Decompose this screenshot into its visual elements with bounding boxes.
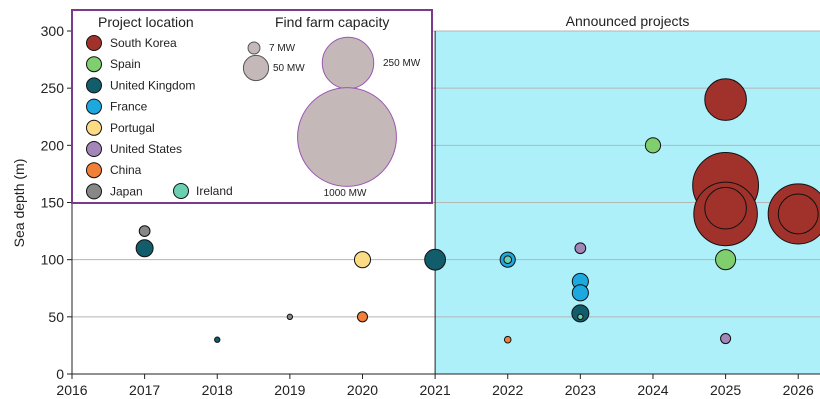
- legend-label: France: [110, 100, 148, 114]
- y-tick-label: 200: [41, 137, 65, 153]
- y-tick-label: 150: [41, 195, 65, 211]
- data-point: [777, 193, 819, 235]
- legend-marker: [86, 35, 102, 51]
- x-tick-label: 2018: [202, 382, 233, 398]
- legend-size-marker: [321, 36, 375, 90]
- data-point: [503, 255, 513, 264]
- legend-size-label: 50 MW: [273, 63, 305, 74]
- x-tick-label: 2024: [637, 382, 668, 398]
- data-point: [135, 239, 154, 258]
- legend-label: United Kingdom: [110, 78, 195, 92]
- data-point: [214, 336, 221, 343]
- data-point: [286, 313, 294, 321]
- data-point: [704, 78, 747, 121]
- legend-marker: [86, 141, 102, 157]
- data-point: [574, 242, 587, 255]
- data-point: [720, 333, 732, 345]
- legend-label: United States: [110, 142, 182, 156]
- x-tick-label: 2026: [783, 382, 814, 398]
- legend-size-marker: [247, 41, 261, 55]
- data-point: [571, 284, 589, 302]
- x-tick-label: 2020: [347, 382, 378, 398]
- data-points: [135, 78, 820, 345]
- legend-marker: [86, 77, 102, 94]
- y-axis-label: Sea depth (m): [11, 159, 27, 248]
- legend-location-title: Project location: [98, 14, 194, 30]
- data-point: [715, 249, 737, 271]
- legend-size-marker: [242, 54, 270, 82]
- data-point: [353, 251, 372, 269]
- x-tick-label: 2022: [492, 382, 523, 398]
- data-point: [704, 186, 747, 230]
- x-tick-label: 2025: [710, 382, 741, 398]
- legend-size-label: 1000 MW: [324, 188, 367, 199]
- legend-marker: [86, 56, 102, 73]
- legend-label: Ireland: [196, 184, 233, 198]
- x-tick-label: 2017: [129, 382, 160, 398]
- y-tick-label: 50: [48, 309, 64, 325]
- x-tick-label: 2019: [274, 382, 305, 398]
- legend-label: Japan: [110, 184, 143, 198]
- data-point: [644, 137, 662, 154]
- legend-marker: [86, 119, 102, 136]
- x-tick-label: 2023: [565, 382, 596, 398]
- announced-region-title: Announced projects: [566, 13, 690, 29]
- legend-capacity-title: Find farm capacity: [275, 14, 389, 30]
- x-tick-label: 2016: [56, 382, 87, 398]
- data-point: [138, 225, 151, 237]
- legend-marker: [86, 98, 102, 115]
- legend-size-marker: [297, 87, 397, 187]
- legend-label: Spain: [110, 57, 141, 71]
- data-point: [503, 335, 512, 344]
- y-tick-label: 300: [41, 23, 65, 39]
- legend-size-label: 7 MW: [269, 43, 296, 54]
- legend-size-entries: 7 MW 50 MW 250 MW 1000 MW: [242, 36, 421, 199]
- legend-marker: [86, 183, 102, 200]
- y-tick-label: 0: [56, 366, 64, 382]
- data-point: [577, 313, 584, 321]
- legend-size-label: 250 MW: [383, 58, 421, 69]
- y-tick-label: 250: [41, 80, 65, 96]
- legend-label: China: [110, 163, 142, 177]
- x-tick-label: 2021: [420, 382, 451, 398]
- data-point: [571, 304, 590, 323]
- legend-marker: [173, 183, 189, 199]
- legend-label: South Korea: [110, 36, 177, 50]
- legend-marker: [86, 162, 102, 179]
- y-tick-label: 100: [41, 252, 65, 268]
- data-point: [424, 248, 447, 271]
- data-point: [356, 311, 369, 323]
- legend-label: Portugal: [110, 121, 155, 135]
- legend: Project location Find farm capacity Sout…: [71, 9, 433, 204]
- legend-country-entries: South Korea Spain United Kingdom France Port…: [86, 35, 233, 200]
- axes: 2016 2017 2018 2019 2020 2021 2022 2023 2024 2025…: [41, 23, 820, 398]
